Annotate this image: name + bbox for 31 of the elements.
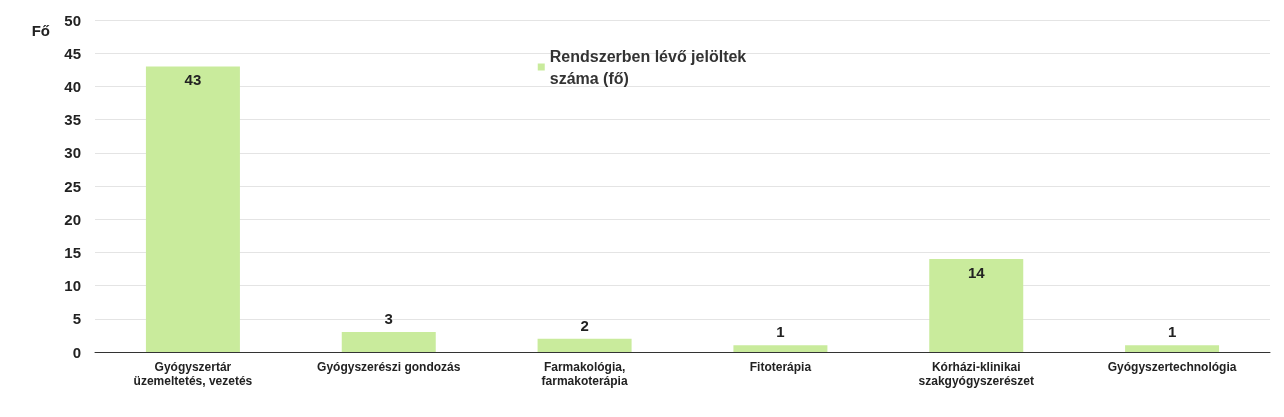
data-label: 1: [776, 323, 785, 341]
y-tick-label: 25: [64, 177, 81, 195]
y-tick-label: 20: [64, 210, 81, 228]
data-label: 1: [1167, 323, 1177, 341]
x-tick-label: Kórházi-klinikai szakgyógyszerészet: [918, 360, 1034, 388]
y-tick-label: 5: [72, 310, 81, 328]
y-axis-title: Fő: [31, 22, 50, 39]
bar: [733, 345, 828, 352]
y-tick-label: 35: [64, 111, 81, 129]
bar: [1125, 345, 1220, 352]
bar: [929, 259, 1024, 352]
y-tick-label: 40: [64, 77, 81, 95]
data-label: 2: [580, 316, 589, 334]
data-label: 3: [384, 310, 393, 328]
x-tick-label: Gyógyszerészi gondozás: [317, 360, 461, 374]
y-tick-label: 30: [64, 144, 81, 162]
legend-label: Rendszerben lévő jelöltek száma (fő): [549, 47, 747, 87]
y-tick-label: 0: [72, 343, 81, 361]
data-label: 43: [184, 71, 202, 89]
y-tick-label: 45: [64, 44, 81, 62]
y-tick-label: 10: [64, 277, 81, 295]
x-tick-label: Fitoterápia: [749, 360, 812, 374]
x-tick-label: Gyógyszertár üzemeltetés, vezetés: [133, 360, 253, 388]
data-label: 14: [967, 264, 986, 282]
bar: [341, 332, 436, 352]
bar: [145, 66, 240, 352]
x-tick-label: Gyógyszertechnológia: [1107, 360, 1237, 374]
y-tick-label: 15: [64, 243, 81, 261]
bar: [537, 338, 632, 352]
y-tick-label: 50: [64, 11, 81, 29]
x-tick-label: Farmakológia, farmakoterápia: [541, 360, 628, 388]
